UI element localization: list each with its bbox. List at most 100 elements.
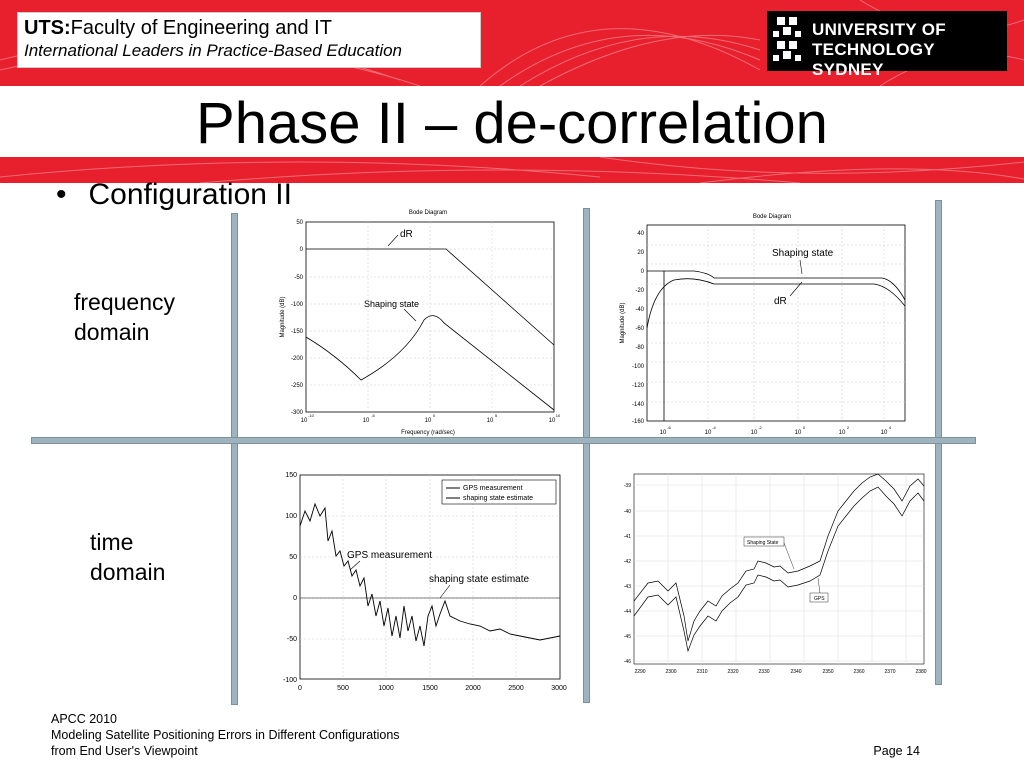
shaping-curve — [647, 270, 906, 301]
time-plot-2: -39 -40 -41 -42 -43 -44 -45 -46 2290 2300 231… — [618, 471, 928, 686]
plot-title: Bode Diagram — [753, 214, 791, 220]
logo-text: UNIVERSITY OF TECHNOLOGY SYDNEY — [812, 20, 946, 79]
y-axis-label: Magnitude (dB) — [620, 302, 626, 343]
uts-crest-icon — [773, 17, 801, 61]
svg-text:10: 10 — [549, 418, 556, 424]
svg-text:2340: 2340 — [790, 669, 801, 675]
svg-text:10: 10 — [556, 413, 561, 418]
svg-text:-40: -40 — [624, 509, 631, 515]
svg-text:40: 40 — [637, 231, 644, 237]
svg-text:-2: -2 — [758, 425, 762, 430]
svg-text:2000: 2000 — [465, 685, 481, 692]
svg-text:150: 150 — [285, 472, 297, 479]
svg-text:-39: -39 — [624, 483, 631, 489]
shaping-curve — [305, 315, 555, 411]
y-tick-labels: 50 0 -50 -100 -150 -200 -250 -300 — [291, 220, 304, 416]
svg-text:0: 0 — [641, 269, 645, 275]
dr-curve — [306, 248, 555, 346]
gps-label: GPS — [814, 596, 825, 602]
svg-text:10: 10 — [660, 430, 667, 436]
svg-text:10: 10 — [425, 418, 432, 424]
svg-text:5: 5 — [495, 413, 498, 418]
svg-text:2310: 2310 — [696, 669, 707, 675]
svg-text:10: 10 — [795, 430, 802, 436]
header-band: UTS:Faculty of Engineering and IT Intern… — [0, 0, 1024, 86]
divider-pattern — [0, 157, 1024, 183]
svg-text:1000: 1000 — [378, 685, 394, 692]
dr-label: dR — [774, 296, 787, 307]
faculty-name: UTS:Faculty of Engineering and IT — [24, 17, 332, 39]
shaping-label: Shaping state — [364, 299, 419, 309]
shaping-state-label: Shaping State — [747, 540, 779, 546]
faculty-box: UTS:Faculty of Engineering and IT Intern… — [17, 12, 481, 68]
svg-text:10: 10 — [839, 430, 846, 436]
svg-text:100: 100 — [285, 513, 297, 520]
svg-text:-6: -6 — [667, 425, 671, 430]
svg-text:-100: -100 — [632, 364, 645, 370]
svg-text:-50: -50 — [287, 636, 297, 643]
uts-logo: UNIVERSITY OF TECHNOLOGY SYDNEY — [767, 11, 1007, 79]
svg-text:-20: -20 — [635, 288, 644, 294]
svg-text:10: 10 — [301, 418, 308, 424]
svg-text:2330: 2330 — [758, 669, 769, 675]
shaping-state-line — [633, 473, 925, 642]
shaping-label: Shaping state — [772, 248, 834, 259]
svg-text:0: 0 — [300, 247, 304, 253]
footer: APCC 2010 Modeling Satellite Positioning… — [51, 711, 400, 759]
time-plot-1: 150 100 50 0 -50 -100 0 500 1000 1500 2000 250… — [270, 466, 570, 696]
footer-title-line1: Modeling Satellite Positioning Errors in… — [51, 728, 400, 742]
slide-title: Phase II – de-correlation — [196, 91, 828, 156]
svg-text:-150: -150 — [291, 329, 304, 335]
svg-text:-46: -46 — [624, 659, 631, 665]
svg-text:10: 10 — [881, 430, 888, 436]
svg-text:10: 10 — [487, 418, 494, 424]
svg-text:2360: 2360 — [853, 669, 864, 675]
svg-text:-43: -43 — [624, 584, 631, 590]
y-tick-labels: 150 100 50 0 -50 -100 — [283, 472, 297, 684]
divider-horizontal — [31, 437, 976, 444]
svg-text:-80: -80 — [635, 345, 644, 351]
svg-text:-100: -100 — [283, 677, 297, 684]
legend-item-shaping: shaping state estimate — [463, 495, 533, 502]
svg-text:-140: -140 — [632, 402, 645, 408]
time-domain-label: time domain — [90, 529, 166, 585]
svg-text:-160: -160 — [632, 419, 645, 425]
svg-text:-60: -60 — [635, 326, 644, 332]
x-tick-labels: 0 500 1000 1500 2000 2500 3000 — [298, 685, 567, 692]
dr-label: dR — [400, 229, 413, 240]
divider-vertical-middle — [583, 208, 590, 703]
gps-measurement-line — [299, 502, 561, 647]
footer-title-line2: from End User's Viewpoint — [51, 744, 198, 758]
svg-text:2350: 2350 — [822, 669, 833, 675]
bullet-item: • Configuration II — [56, 178, 292, 211]
svg-text:2300: 2300 — [665, 669, 676, 675]
divider-band — [0, 157, 1024, 183]
y-axis-label: Magnitude (dB) — [280, 296, 286, 337]
divider-vertical-left — [231, 213, 238, 705]
svg-text:2: 2 — [847, 425, 850, 430]
svg-text:10: 10 — [705, 430, 712, 436]
svg-text:-100: -100 — [291, 302, 304, 308]
x-tick-labels: 2290 2300 2310 2320 2330 2340 2350 2360 2370… — [634, 669, 926, 675]
page-number: Page 14 — [873, 744, 920, 758]
svg-text:-44: -44 — [624, 609, 631, 615]
svg-text:2290: 2290 — [634, 669, 645, 675]
svg-text:-300: -300 — [291, 410, 304, 416]
faculty-tagline: International Leaders in Practice-Based … — [24, 41, 403, 60]
svg-text:500: 500 — [337, 685, 349, 692]
svg-text:2380: 2380 — [915, 669, 926, 675]
svg-text:-42: -42 — [624, 559, 631, 565]
svg-text:50: 50 — [296, 220, 303, 226]
svg-text:2370: 2370 — [884, 669, 895, 675]
bode-plot-1: Bode Diagram 50 0 -50 -100 -150 -200 -250 -3… — [276, 205, 566, 440]
svg-text:-5: -5 — [371, 413, 375, 418]
svg-text:0: 0 — [433, 413, 436, 418]
svg-text:20: 20 — [637, 250, 644, 256]
legend — [441, 479, 557, 505]
svg-text:10: 10 — [363, 418, 370, 424]
svg-text:2500: 2500 — [508, 685, 524, 692]
gps-label: GPS measurement — [347, 550, 432, 561]
frequency-domain-label: frequency domain — [74, 289, 176, 345]
legend-item-gps: GPS measurement — [463, 485, 523, 492]
